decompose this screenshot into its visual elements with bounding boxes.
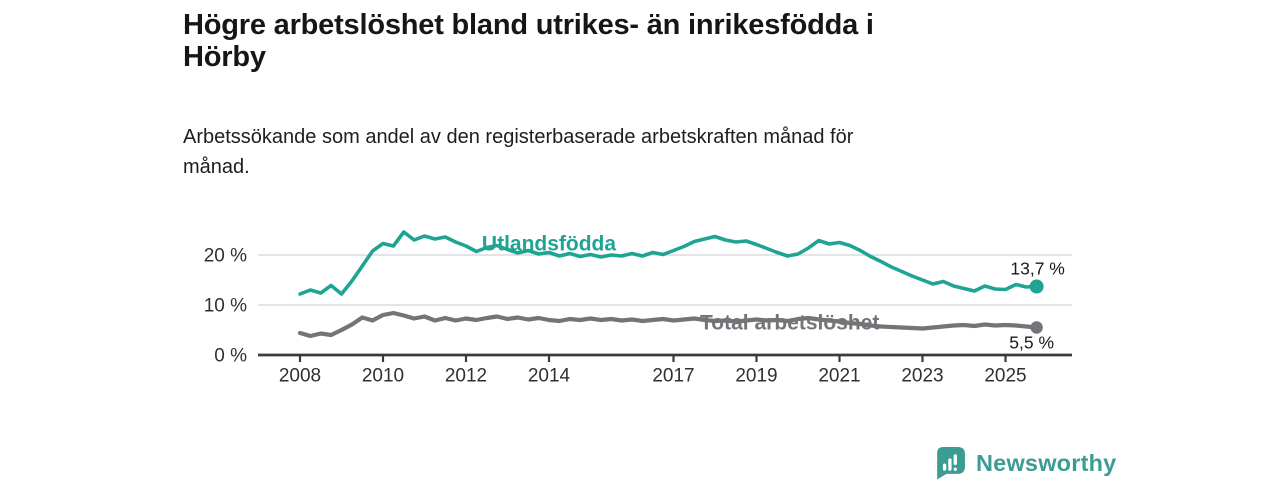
x-tick-label: 2012: [445, 366, 487, 387]
chart-title: Högre arbetslöshet bland utrikes- än inr…: [183, 9, 874, 73]
y-tick-label: 0 %: [214, 346, 247, 367]
x-tick-label: 2025: [984, 366, 1026, 387]
newsworthy-logo-icon: [937, 447, 965, 480]
x-tick-label: 2008: [279, 366, 321, 387]
chart-subtitle-line1: Arbetssökande som andel av den registerb…: [183, 126, 854, 148]
series-end-value-total-arbetsloshet: 5,5 %: [1009, 333, 1054, 353]
series-line-utlandsfodda: [298, 230, 1039, 296]
newsworthy-wordmark: Newsworthy: [976, 449, 1117, 476]
chart-title-line1: Högre arbetslöshet bland utrikes- än inr…: [183, 9, 874, 41]
series-end-value-utlandsfodda: 13,7 %: [1010, 259, 1064, 279]
x-tick-label: 2023: [901, 366, 943, 387]
x-tick-label: 2019: [735, 366, 777, 387]
series-label-utlandsfodda: Utlandsfödda: [482, 233, 616, 256]
chart-subtitle: Arbetssökande som andel av den registerb…: [183, 122, 853, 182]
x-tick-label: 2010: [362, 366, 404, 387]
chart-subtitle-line2: månad.: [183, 156, 250, 178]
newsworthy-branding: Newsworthy: [933, 446, 1116, 480]
series-label-total-arbetsloshet: Total arbetslöshet: [700, 312, 879, 335]
series-end-dot-utlandsfodda: [1029, 279, 1044, 294]
series-end-dot-total-arbetsloshet: [1030, 321, 1043, 334]
x-tick-label: 2014: [528, 366, 571, 387]
x-tick-label: 2017: [652, 366, 694, 387]
y-tick-label: 10 %: [204, 296, 247, 317]
y-tick-label: 20 %: [204, 246, 247, 267]
series-line-total-arbetsloshet: [297, 310, 1039, 339]
x-tick-label: 2021: [818, 366, 860, 387]
chart-title-line2: Hörby: [183, 41, 266, 73]
